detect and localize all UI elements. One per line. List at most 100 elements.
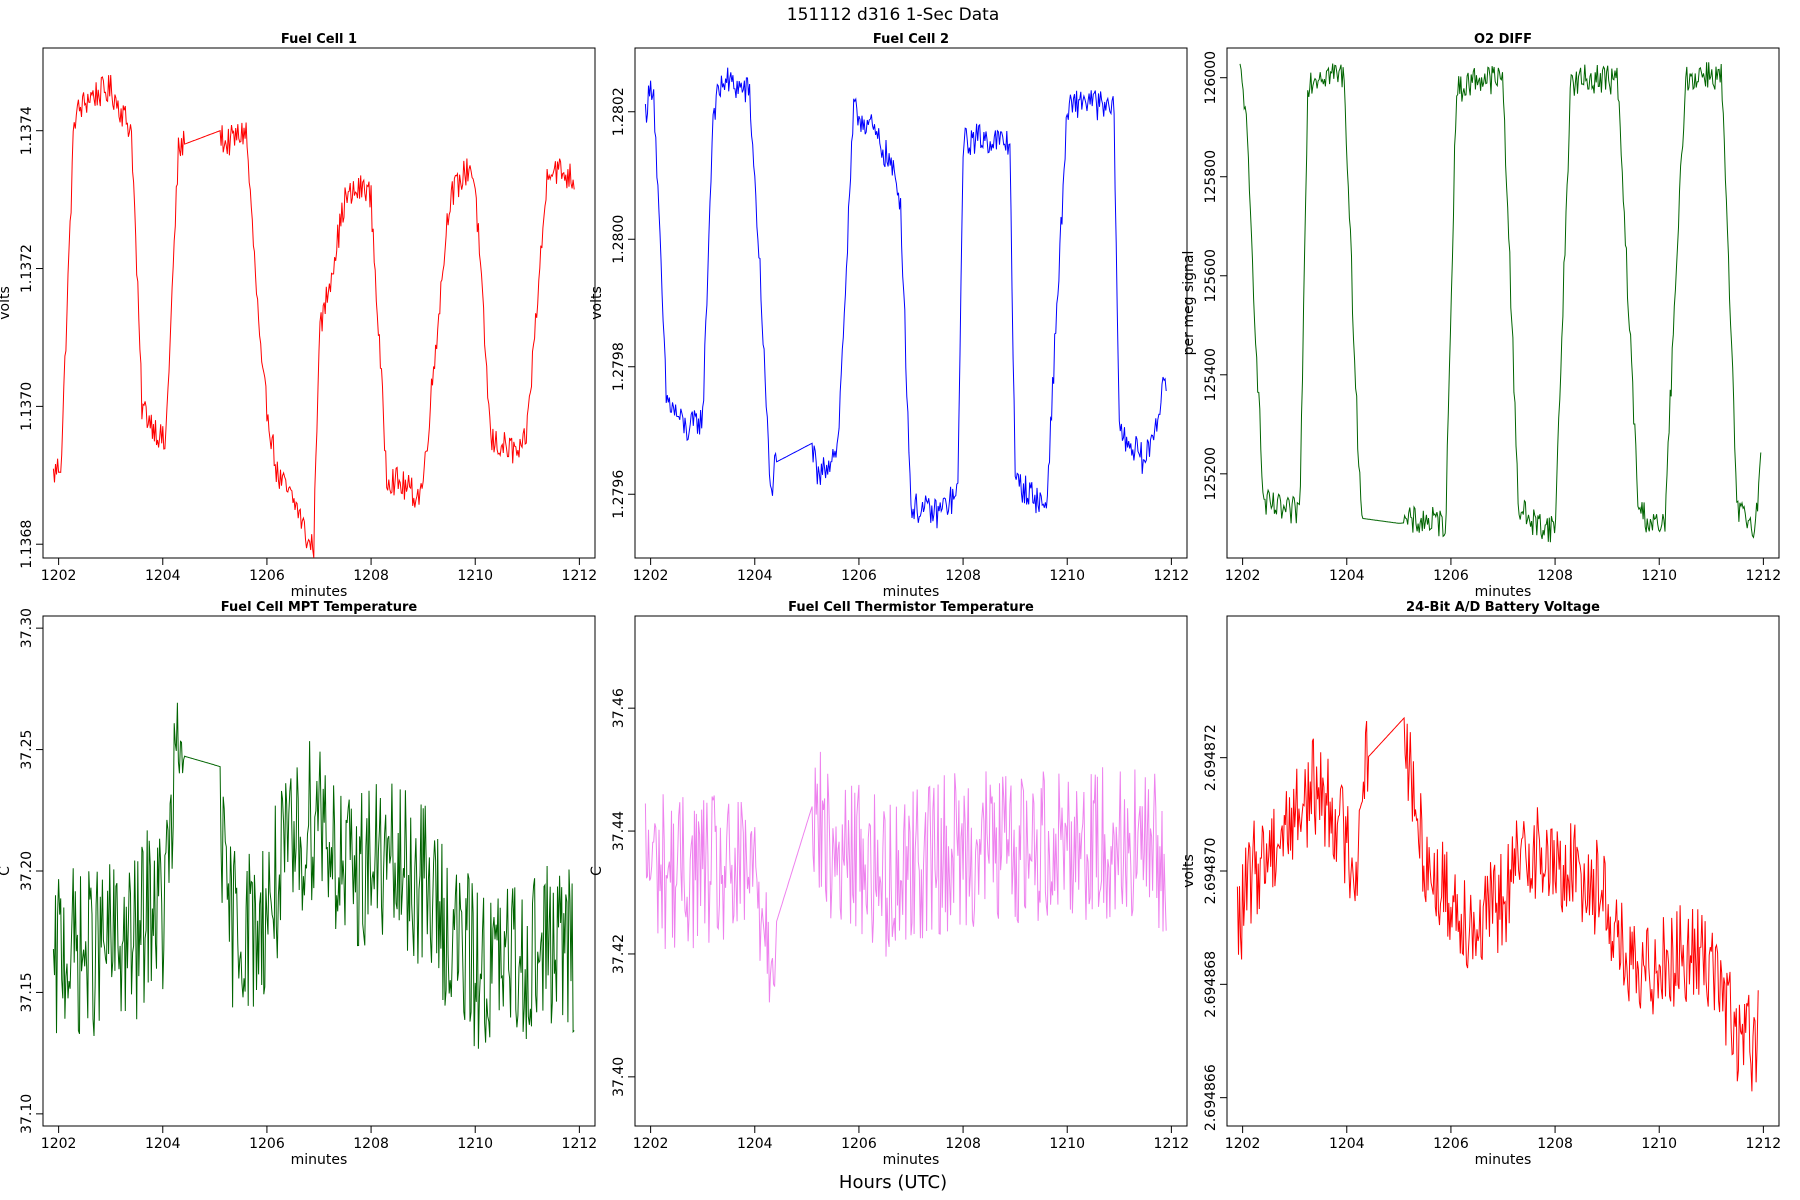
y-tick-label: 1.1368 xyxy=(19,520,35,569)
x-tick-label: 1208 xyxy=(945,568,981,584)
y-tick-label: 1.2802 xyxy=(611,87,627,136)
x-tick-label: 1204 xyxy=(145,1136,181,1152)
y-tick-label: 1.2798 xyxy=(611,342,627,391)
y-tick-label: 125400 xyxy=(1203,348,1219,401)
plot-frame xyxy=(42,615,596,1127)
x-tick-label: 1210 xyxy=(1641,568,1677,584)
plot-frame xyxy=(1226,615,1780,1127)
x-axis-label: minutes xyxy=(291,1152,348,1168)
y-axis-label: C xyxy=(589,866,605,876)
series-line xyxy=(52,74,575,558)
x-tick-label: 1204 xyxy=(1329,568,1365,584)
y-tick-label: 1.1374 xyxy=(19,106,35,155)
y-axis-label: volts xyxy=(0,286,13,320)
series-line xyxy=(1236,716,1759,1092)
y-tick-label: 125200 xyxy=(1203,447,1219,500)
x-tick-label: 1204 xyxy=(737,568,773,584)
x-axis-label: minutes xyxy=(883,1152,940,1168)
y-tick-label: 37.20 xyxy=(19,851,35,891)
y-tick-label: 126000 xyxy=(1203,51,1219,104)
outer-xlabel: Hours (UTC) xyxy=(839,1172,947,1193)
x-tick-label: 1202 xyxy=(41,568,77,584)
panel-fuel-cell-1: Fuel Cell 1 1202 1204 1206 1208 1210 1212 1.136… xyxy=(0,32,597,600)
plot-frame xyxy=(1226,47,1780,559)
x-tick-label: 1206 xyxy=(249,1136,285,1152)
y-tick-label: 37.40 xyxy=(611,1057,627,1097)
x-axis-label: minutes xyxy=(883,584,940,600)
x-tick-label: 1212 xyxy=(562,568,598,584)
panel-o2-diff: O2 DIFF 1202 1204 1206 1208 1210 1212 125200 125… xyxy=(1181,32,1781,600)
panel-title: Fuel Cell Thermistor Temperature xyxy=(788,600,1034,615)
y-tick-label: 37.15 xyxy=(19,972,35,1012)
x-tick-label: 1210 xyxy=(1049,1136,1085,1152)
y-axis-label: per meg signal xyxy=(1181,251,1197,356)
x-tick-label: 1206 xyxy=(249,568,285,584)
y-axis-label: C xyxy=(0,866,13,876)
panel-title: Fuel Cell 2 xyxy=(873,32,949,47)
x-tick-label: 1206 xyxy=(841,568,877,584)
plot-frame xyxy=(634,47,1188,559)
y-tick-label: 2.694870 xyxy=(1203,838,1219,905)
x-tick-label: 1210 xyxy=(1049,568,1085,584)
series-line xyxy=(52,702,575,1049)
plot-frame xyxy=(634,615,1188,1127)
x-tick-label: 1210 xyxy=(457,1136,493,1152)
x-tick-label: 1208 xyxy=(945,1136,981,1152)
x-tick-label: 1202 xyxy=(1225,568,1261,584)
y-tick-label: 2.694868 xyxy=(1203,951,1219,1018)
panel-title: Fuel Cell MPT Temperature xyxy=(221,600,418,615)
x-tick-label: 1210 xyxy=(457,568,493,584)
x-tick-label: 1202 xyxy=(633,568,669,584)
x-tick-label: 1206 xyxy=(1433,568,1469,584)
x-tick-label: 1204 xyxy=(737,1136,773,1152)
y-axis-label: volts xyxy=(1181,854,1197,888)
panel-title: O2 DIFF xyxy=(1474,32,1532,47)
plot-frame xyxy=(42,47,596,559)
y-tick-label: 37.46 xyxy=(611,688,627,728)
series-line xyxy=(1239,62,1762,543)
y-tick-label: 37.10 xyxy=(19,1094,35,1134)
x-tick-label: 1202 xyxy=(1225,1136,1261,1152)
panel-battery-voltage: 24-Bit A/D Battery Voltage 1202 1204 1206 12… xyxy=(1181,600,1781,1168)
x-tick-label: 1208 xyxy=(1537,1136,1573,1152)
y-axis-label: volts xyxy=(589,286,605,320)
x-tick-label: 1202 xyxy=(41,1136,77,1152)
x-tick-label: 1208 xyxy=(1537,568,1573,584)
y-tick-label: 1.2796 xyxy=(611,470,627,519)
y-tick-label: 37.42 xyxy=(611,934,627,974)
x-tick-label: 1208 xyxy=(353,568,389,584)
panel-fuel-cell-2: Fuel Cell 2 1202 1204 1206 1208 1210 1212 1.279… xyxy=(589,32,1189,600)
x-tick-label: 1212 xyxy=(1746,568,1782,584)
x-tick-label: 1206 xyxy=(1433,1136,1469,1152)
x-tick-label: 1212 xyxy=(1154,1136,1190,1152)
y-tick-label: 125800 xyxy=(1203,150,1219,203)
x-tick-label: 1212 xyxy=(1154,568,1190,584)
x-tick-label: 1206 xyxy=(841,1136,877,1152)
x-tick-label: 1208 xyxy=(353,1136,389,1152)
figure-title: 151112 d316 1-Sec Data xyxy=(787,5,999,25)
series-line xyxy=(644,67,1167,529)
x-axis-label: minutes xyxy=(1475,584,1532,600)
y-tick-label: 37.25 xyxy=(19,730,35,770)
x-tick-label: 1212 xyxy=(562,1136,598,1152)
y-tick-label: 125600 xyxy=(1203,249,1219,302)
y-tick-label: 37.30 xyxy=(19,608,35,648)
panel-title: Fuel Cell 1 xyxy=(281,32,357,47)
y-tick-label: 2.694872 xyxy=(1203,724,1219,791)
series-line xyxy=(644,751,1167,1003)
x-axis-label: minutes xyxy=(1475,1152,1532,1168)
x-tick-label: 1212 xyxy=(1746,1136,1782,1152)
y-tick-label: 2.694866 xyxy=(1203,1064,1219,1131)
y-tick-label: 1.1370 xyxy=(19,382,35,431)
x-tick-label: 1210 xyxy=(1641,1136,1677,1152)
x-tick-label: 1204 xyxy=(145,568,181,584)
y-tick-label: 1.1372 xyxy=(19,244,35,293)
x-tick-label: 1204 xyxy=(1329,1136,1365,1152)
y-tick-label: 37.44 xyxy=(611,811,627,851)
x-tick-label: 1202 xyxy=(633,1136,669,1152)
panel-fuel-cell-mpt-temperature: Fuel Cell MPT Temperature 1202 1204 1206 120… xyxy=(0,600,597,1168)
y-tick-label: 1.2800 xyxy=(611,215,627,264)
panel-fuel-cell-thermistor-temperature: Fuel Cell Thermistor Temperature 1202 1204… xyxy=(589,600,1189,1168)
panel-title: 24-Bit A/D Battery Voltage xyxy=(1406,600,1600,615)
